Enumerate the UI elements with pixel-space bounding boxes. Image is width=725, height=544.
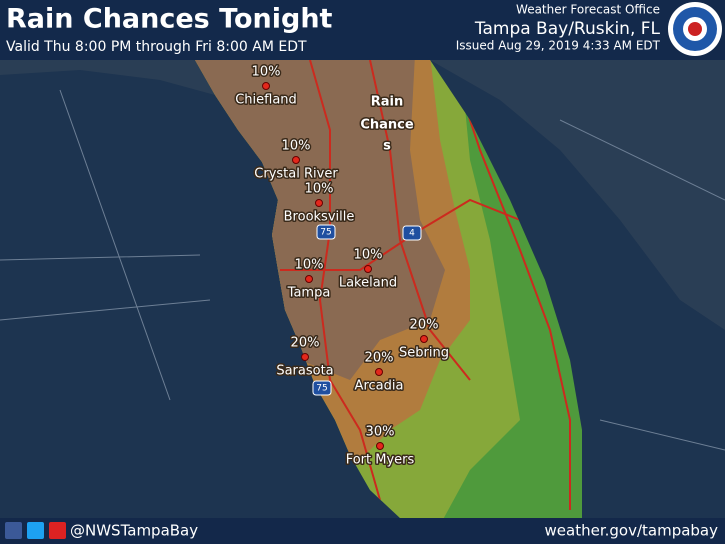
footer-bar: [0, 518, 725, 544]
facebook-icon[interactable]: [5, 522, 22, 539]
city-dot: [301, 353, 309, 361]
office: Weather Forecast Office: [516, 3, 660, 17]
youtube-icon[interactable]: [49, 522, 66, 539]
header-bar: [0, 0, 725, 60]
city-name: Crystal River: [254, 167, 338, 182]
highway-number: 75: [320, 228, 331, 238]
rain-chance: 20%: [410, 318, 439, 333]
city-dot: [364, 265, 372, 273]
city-name: Arcadia: [355, 379, 404, 394]
twitter-icon[interactable]: [27, 522, 44, 539]
highway-number: 4: [409, 229, 415, 239]
city-name: Fort Myers: [346, 453, 415, 468]
city-dot: [292, 156, 300, 164]
rain-chance: 10%: [252, 65, 281, 80]
city-dot: [262, 82, 270, 90]
issued: Issued Aug 29, 2019 4:33 AM EDT: [456, 39, 661, 53]
subtitle: Valid Thu 8:00 PM through Fri 8:00 AM ED…: [6, 39, 307, 55]
website: weather.gov/tampabay: [545, 522, 719, 540]
highway-shield: [316, 224, 336, 240]
highway-number: 75: [316, 384, 327, 394]
city-dot: [375, 368, 383, 376]
city-dot: [315, 199, 323, 207]
map-label: Rain: [371, 95, 404, 110]
rain-chance: 10%: [282, 139, 311, 154]
land: [430, 60, 725, 330]
city-dot: [305, 275, 313, 283]
rain-chance: 10%: [305, 182, 334, 197]
location: Tampa Bay/Ruskin, FL: [474, 19, 661, 39]
highway-shield: [312, 380, 332, 396]
city-dot: [420, 335, 428, 343]
city-name: Lakeland: [339, 276, 397, 291]
land: [0, 60, 215, 95]
nws-logo: [668, 2, 722, 56]
rain-chance: 30%: [366, 425, 395, 440]
title: Rain Chances Tonight: [6, 4, 333, 35]
highway-shield: [402, 225, 422, 241]
city-name: Sarasota: [276, 364, 333, 379]
social-handle: @NWSTampaBay: [70, 522, 198, 540]
rain-chance: 10%: [354, 248, 383, 263]
map-label: s: [383, 139, 391, 154]
rain-chance: 20%: [291, 336, 320, 351]
county-lines: [0, 89, 725, 451]
city-name: Chiefland: [235, 93, 297, 108]
city-name: Tampa: [287, 286, 331, 301]
map-label: Chance: [360, 118, 414, 133]
city-name: Brooksville: [284, 210, 355, 225]
city-name: Sebring: [399, 346, 449, 361]
city-dot: [376, 442, 384, 450]
rain-chance: 20%: [365, 351, 394, 366]
rain-chance: 10%: [295, 258, 324, 273]
